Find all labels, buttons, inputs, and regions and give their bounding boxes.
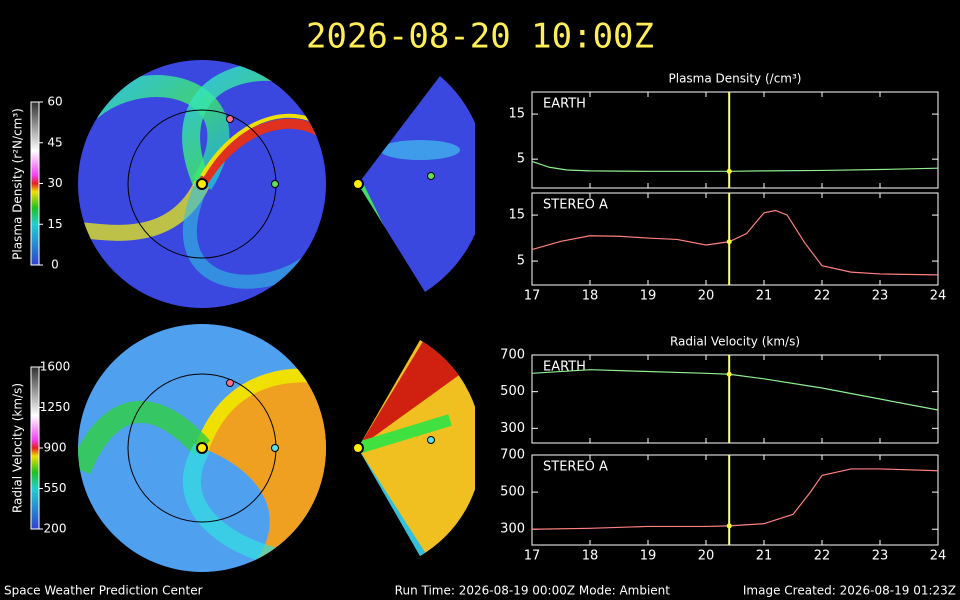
panel-title: Plasma Density (/cm³) xyxy=(669,72,802,86)
x-tick-label: 24 xyxy=(930,289,947,304)
sun xyxy=(196,178,208,190)
x-tick-label: 17 xyxy=(524,549,541,564)
x-tick-label: 21 xyxy=(756,289,773,304)
now-dot xyxy=(726,523,732,529)
y-tick-label: 15 xyxy=(508,208,525,223)
colorbar-tick-label: 550 xyxy=(44,481,67,495)
footer-center: Run Time: 2026-08-19 00:00Z Mode: Ambien… xyxy=(395,584,671,598)
series-line xyxy=(531,369,939,411)
stereo-a xyxy=(226,379,234,387)
plot-frame xyxy=(531,192,939,286)
plot-frame xyxy=(531,354,939,444)
panel-label: STEREO A xyxy=(543,460,608,475)
density-wedge xyxy=(358,76,475,292)
stereo-a xyxy=(226,115,234,123)
x-tick-label: 20 xyxy=(698,289,715,304)
plot-frame xyxy=(531,91,939,189)
x-tick-label: 18 xyxy=(582,549,599,564)
y-tick-label: 700 xyxy=(500,448,525,463)
y-tick-label: 5 xyxy=(517,152,525,167)
x-tick-label: 20 xyxy=(698,549,715,564)
colorbar-tick-label: 15 xyxy=(47,217,62,231)
panel-title: Radial Velocity (km/s) xyxy=(670,335,800,349)
plot-frame xyxy=(531,454,939,546)
y-tick-label: 15 xyxy=(508,107,525,122)
panel-label: STEREO A xyxy=(543,198,608,213)
x-tick-label: 22 xyxy=(814,289,831,304)
x-tick-label: 19 xyxy=(640,549,657,564)
y-tick-label: 700 xyxy=(500,348,525,363)
colorbar-tick-label: 60 xyxy=(47,95,62,109)
x-tick-label: 19 xyxy=(640,289,657,304)
now-dot xyxy=(726,371,732,377)
footer-left: Space Weather Prediction Center xyxy=(4,584,203,598)
colorbar-tick-label: 30 xyxy=(47,176,62,190)
now-dot xyxy=(726,168,732,174)
sun xyxy=(196,442,208,454)
title: 2026-08-20 10:00Z xyxy=(306,17,654,57)
colorbar xyxy=(30,101,40,266)
colorbar-title: Plasma Density (r²N/cm³) xyxy=(11,108,25,260)
x-tick-label: 24 xyxy=(930,549,947,564)
colorbar xyxy=(30,366,40,530)
colorbar-tick-label: 900 xyxy=(44,441,67,455)
colorbar-tick-label: 200 xyxy=(44,522,67,536)
now-dot xyxy=(726,239,732,245)
y-tick-label: 300 xyxy=(500,421,525,436)
series-line xyxy=(531,468,939,530)
x-tick-label: 17 xyxy=(524,289,541,304)
earth xyxy=(427,172,435,180)
colorbar-tick-label: 0 xyxy=(51,258,59,272)
colorbar-tick-label: 1250 xyxy=(40,400,71,414)
x-tick-label: 23 xyxy=(872,549,889,564)
y-tick-label: 300 xyxy=(500,522,525,537)
sun xyxy=(352,442,364,454)
earth xyxy=(427,436,435,444)
footer-right: Image Created: 2026-08-19 01:23Z xyxy=(743,584,956,598)
series-line xyxy=(531,160,939,172)
earth xyxy=(271,444,279,452)
sun xyxy=(352,178,364,190)
colorbar-tick-label: 45 xyxy=(47,135,62,149)
panel-label: EARTH xyxy=(543,97,586,112)
colorbar-tick-label: 1600 xyxy=(40,360,71,374)
y-tick-label: 5 xyxy=(517,254,525,269)
x-tick-label: 23 xyxy=(872,289,889,304)
y-tick-label: 500 xyxy=(500,384,525,399)
density-disk xyxy=(78,60,326,308)
x-tick-label: 18 xyxy=(582,289,599,304)
x-tick-label: 21 xyxy=(756,549,773,564)
velocity-wedge xyxy=(358,340,480,556)
x-tick-label: 22 xyxy=(814,549,831,564)
earth xyxy=(271,180,279,188)
colorbar-title: Radial Velocity (km/s) xyxy=(11,383,25,513)
y-tick-label: 500 xyxy=(500,485,525,500)
series-line xyxy=(531,209,939,276)
